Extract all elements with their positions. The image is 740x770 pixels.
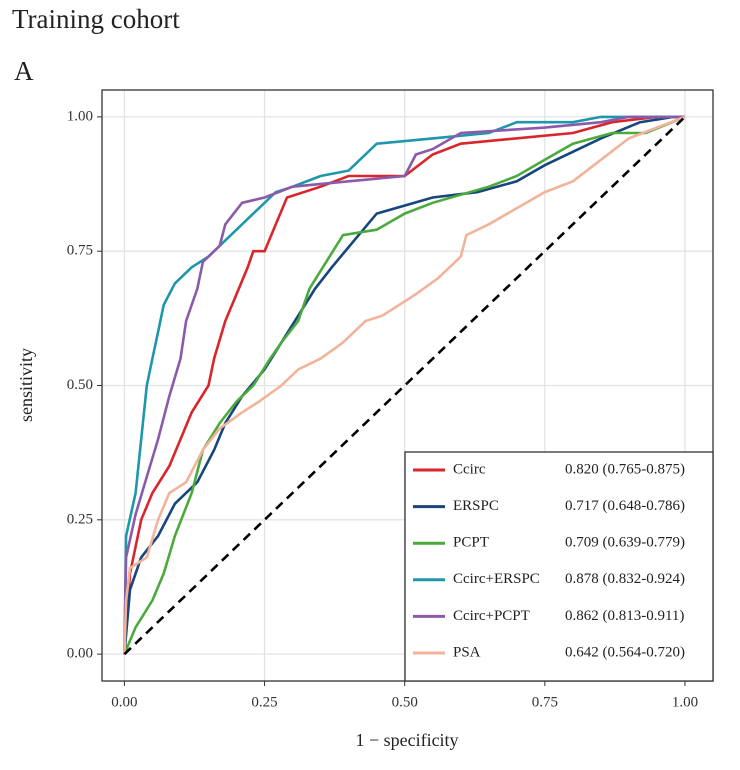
legend-auc: 0.862 (0.813-0.911) [565, 608, 684, 624]
y-axis-label: sensitivity [16, 348, 36, 422]
roc-curve [123, 115, 685, 655]
roc-curve [123, 115, 685, 655]
y-tick-label: 1.00 [67, 108, 93, 124]
y-tick-label: 0.50 [67, 377, 93, 393]
legend-label: Ccirc [453, 461, 486, 477]
legend-auc: 0.717 (0.648-0.786) [565, 498, 685, 514]
roc-curve [123, 115, 686, 655]
legend-auc: 0.820 (0.765-0.875) [565, 461, 685, 477]
legend-label: Ccirc+PCPT [453, 608, 530, 624]
legend-label: PCPT [453, 535, 489, 551]
chart-title: Training cohort [12, 4, 180, 34]
legend-auc: 0.709 (0.639-0.779) [565, 535, 685, 551]
legend-label: Ccirc+ERSPC [453, 571, 540, 587]
y-tick-label: 0.75 [67, 243, 93, 259]
roc-curve [123, 115, 685, 655]
x-tick-label: 0.75 [532, 694, 558, 710]
x-tick-label: 1.00 [672, 694, 698, 710]
legend-auc: 0.878 (0.832-0.924) [565, 571, 685, 587]
roc-curve [123, 115, 686, 655]
y-tick-label: 0.00 [67, 646, 93, 662]
legend-box [404, 451, 714, 682]
x-tick-label: 0.00 [111, 694, 137, 710]
roc-curve [123, 115, 685, 655]
legend-auc: 0.642 (0.564-0.720) [565, 644, 685, 660]
x-axis-label: 1 − specificity [355, 730, 458, 750]
x-tick-label: 0.25 [251, 694, 277, 710]
reference-diagonal [123, 115, 686, 656]
legend-label: ERSPC [453, 498, 499, 514]
x-tick-label: 0.50 [392, 694, 418, 710]
y-tick-label: 0.25 [67, 511, 93, 527]
legend-label: PSA [453, 644, 481, 660]
panel-letter: A [14, 56, 34, 86]
